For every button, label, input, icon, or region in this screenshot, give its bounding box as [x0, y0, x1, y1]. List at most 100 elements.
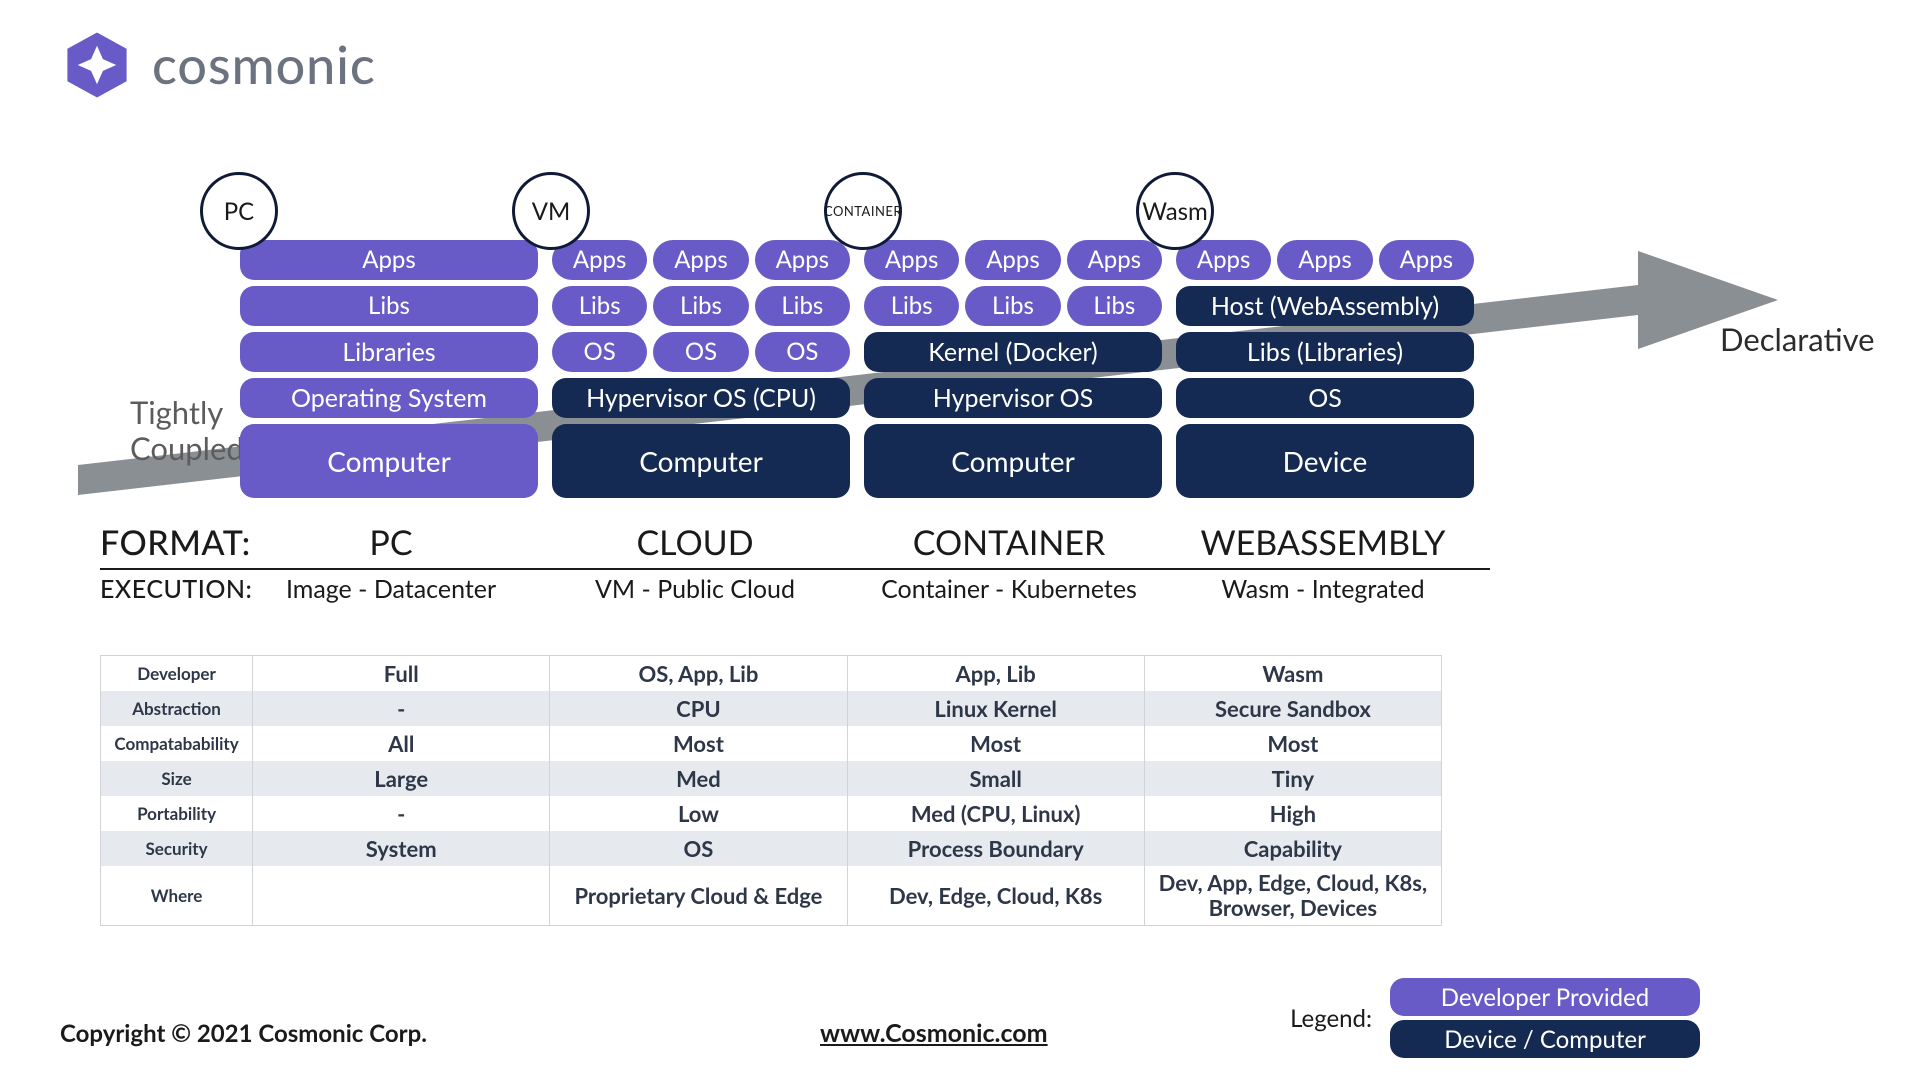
stack-pill: Apps	[1067, 240, 1162, 280]
stack-items: AppsAppsAppsLibsLibsLibsKernel (Docker)H…	[864, 240, 1162, 498]
stack-pill: Libs	[755, 286, 850, 326]
table-row-label: Compatabability	[101, 726, 253, 761]
table-cell: Proprietary Cloud & Edge	[550, 866, 847, 925]
table-cell: Small	[847, 761, 1144, 796]
stack-pill: Libs	[1067, 286, 1162, 326]
stack-items: Apps Libs Libraries Operating System Compute…	[240, 240, 538, 498]
brand-logo: cosmonic	[60, 28, 376, 102]
stack-block: Operating System	[240, 378, 538, 418]
format-pc: PC	[244, 522, 538, 563]
stack-column: WasmAppsAppsAppsHost (WebAssembly)Libs (…	[1176, 176, 1474, 498]
table-row: SizeLargeMedSmallTiny	[101, 761, 1442, 796]
legend-pill: Device / Computer	[1390, 1020, 1700, 1058]
stack-column: PCAppsLibsLibrariesOperating SystemCompu…	[240, 176, 538, 498]
stack-badge: PC	[200, 172, 278, 250]
table-cell: All	[253, 726, 550, 761]
table-cell: Wasm	[1144, 656, 1441, 692]
table-cell: Most	[550, 726, 847, 761]
table-cell: Med	[550, 761, 847, 796]
stack-pill: OS	[552, 332, 647, 372]
comparison-table: DeveloperFullOS, App, LibApp, LibWasmAbs…	[100, 655, 1442, 926]
stack-pill: Apps	[755, 240, 850, 280]
stacks-container: PCAppsLibsLibrariesOperating SystemCompu…	[240, 176, 1474, 498]
table-cell: System	[253, 831, 550, 866]
table-row-label: Developer	[101, 656, 253, 692]
table-cell: -	[253, 796, 550, 831]
table-cell: Dev, App, Edge, Cloud, K8s, Browser, Dev…	[1144, 866, 1441, 925]
stack-pill: Libs	[653, 286, 748, 326]
arrow-label-left: Tightly Coupled	[130, 395, 244, 466]
stack-column: VMAppsAppsAppsLibsLibsLibsOSOSOSHypervis…	[552, 176, 850, 498]
stack-pill: Apps	[965, 240, 1060, 280]
table-cell: Full	[253, 656, 550, 692]
table-row: Portability-LowMed (CPU, Linux)High	[101, 796, 1442, 831]
table-row: CompatababilityAllMostMostMost	[101, 726, 1442, 761]
table-row: SecuritySystemOSProcess BoundaryCapabili…	[101, 831, 1442, 866]
stack-badge: VM	[512, 172, 590, 250]
stack-pill: Libs	[240, 286, 538, 326]
stack-block: Libraries	[240, 332, 538, 372]
table-cell: Med (CPU, Linux)	[847, 796, 1144, 831]
table-cell: OS, App, Lib	[550, 656, 847, 692]
stack-block: Hypervisor OS	[864, 378, 1162, 418]
table-cell: Tiny	[1144, 761, 1441, 796]
stack-pill: OS	[653, 332, 748, 372]
stack-pill: Apps	[653, 240, 748, 280]
stack-block: Hypervisor OS (CPU)	[552, 378, 850, 418]
stack-items: AppsAppsAppsHost (WebAssembly)Libs (Libr…	[1176, 240, 1474, 498]
stack-pill: Apps	[1379, 240, 1474, 280]
arrow-label-right: Declarative	[1720, 320, 1875, 358]
table-cell: Most	[847, 726, 1144, 761]
stack-block: Host (WebAssembly)	[1176, 286, 1474, 326]
exec-pc: Image - Datacenter	[244, 574, 538, 604]
legend: Legend: Developer Provided Device / Compu…	[1290, 978, 1700, 1058]
stack-pill: OS	[755, 332, 850, 372]
table-cell: High	[1144, 796, 1441, 831]
footer-copyright: Copyright © 2021 Cosmonic Corp.	[60, 1019, 427, 1048]
exec-wasm: Wasm - Integrated	[1166, 574, 1480, 604]
stack-block: Computer	[552, 424, 850, 498]
table-row: DeveloperFullOS, App, LibApp, LibWasm	[101, 656, 1442, 692]
footer-url[interactable]: www.Cosmonic.com	[820, 1018, 1048, 1048]
table-row-label: Where	[101, 866, 253, 925]
table-cell: Capability	[1144, 831, 1441, 866]
legend-pill: Developer Provided	[1390, 978, 1700, 1016]
stack-pill: Libs	[864, 286, 959, 326]
table-row-label: Abstraction	[101, 691, 253, 726]
format-label: FORMAT:	[100, 522, 244, 563]
table-cell: -	[253, 691, 550, 726]
table-cell: CPU	[550, 691, 847, 726]
table-row-label: Portability	[101, 796, 253, 831]
table-cell: Process Boundary	[847, 831, 1144, 866]
table-cell: App, Lib	[847, 656, 1144, 692]
brand-logo-icon	[60, 28, 134, 102]
execution-row: EXECUTION: Image - Datacenter VM - Publi…	[100, 574, 1480, 604]
divider	[100, 568, 1490, 570]
table-cell: Most	[1144, 726, 1441, 761]
stack-block: Computer	[864, 424, 1162, 498]
stack-block: Computer	[240, 424, 538, 498]
table-row: Where Proprietary Cloud & EdgeDev, Edge, …	[101, 866, 1442, 925]
execution-label: EXECUTION:	[100, 574, 244, 604]
stack-badge: Wasm	[1136, 172, 1214, 250]
exec-cloud: VM - Public Cloud	[538, 574, 852, 604]
stack-pill: Apps	[1277, 240, 1372, 280]
table-row: Abstraction-CPULinux KernelSecure Sandbo…	[101, 691, 1442, 726]
stack-pill: Libs	[965, 286, 1060, 326]
table-cell	[253, 866, 550, 925]
table-cell: Dev, Edge, Cloud, K8s	[847, 866, 1144, 925]
format-row: FORMAT: PC CLOUD CONTAINER WEBASSEMBLY	[100, 522, 1480, 563]
stack-block: Libs (Libraries)	[1176, 332, 1474, 372]
stack-block: OS	[1176, 378, 1474, 418]
table-cell: OS	[550, 831, 847, 866]
legend-label: Legend:	[1290, 1004, 1372, 1033]
stack-column: CONTAINERAppsAppsAppsLibsLibsLibsKernel …	[864, 176, 1162, 498]
stack-block: Device	[1176, 424, 1474, 498]
stack-items: AppsAppsAppsLibsLibsLibsOSOSOSHypervisor…	[552, 240, 850, 498]
stack-pill: Apps	[240, 240, 538, 280]
table-cell: Linux Kernel	[847, 691, 1144, 726]
stack-badge: CONTAINER	[824, 172, 902, 250]
table-cell: Large	[253, 761, 550, 796]
format-wasm: WEBASSEMBLY	[1166, 522, 1480, 563]
table-cell: Secure Sandbox	[1144, 691, 1441, 726]
